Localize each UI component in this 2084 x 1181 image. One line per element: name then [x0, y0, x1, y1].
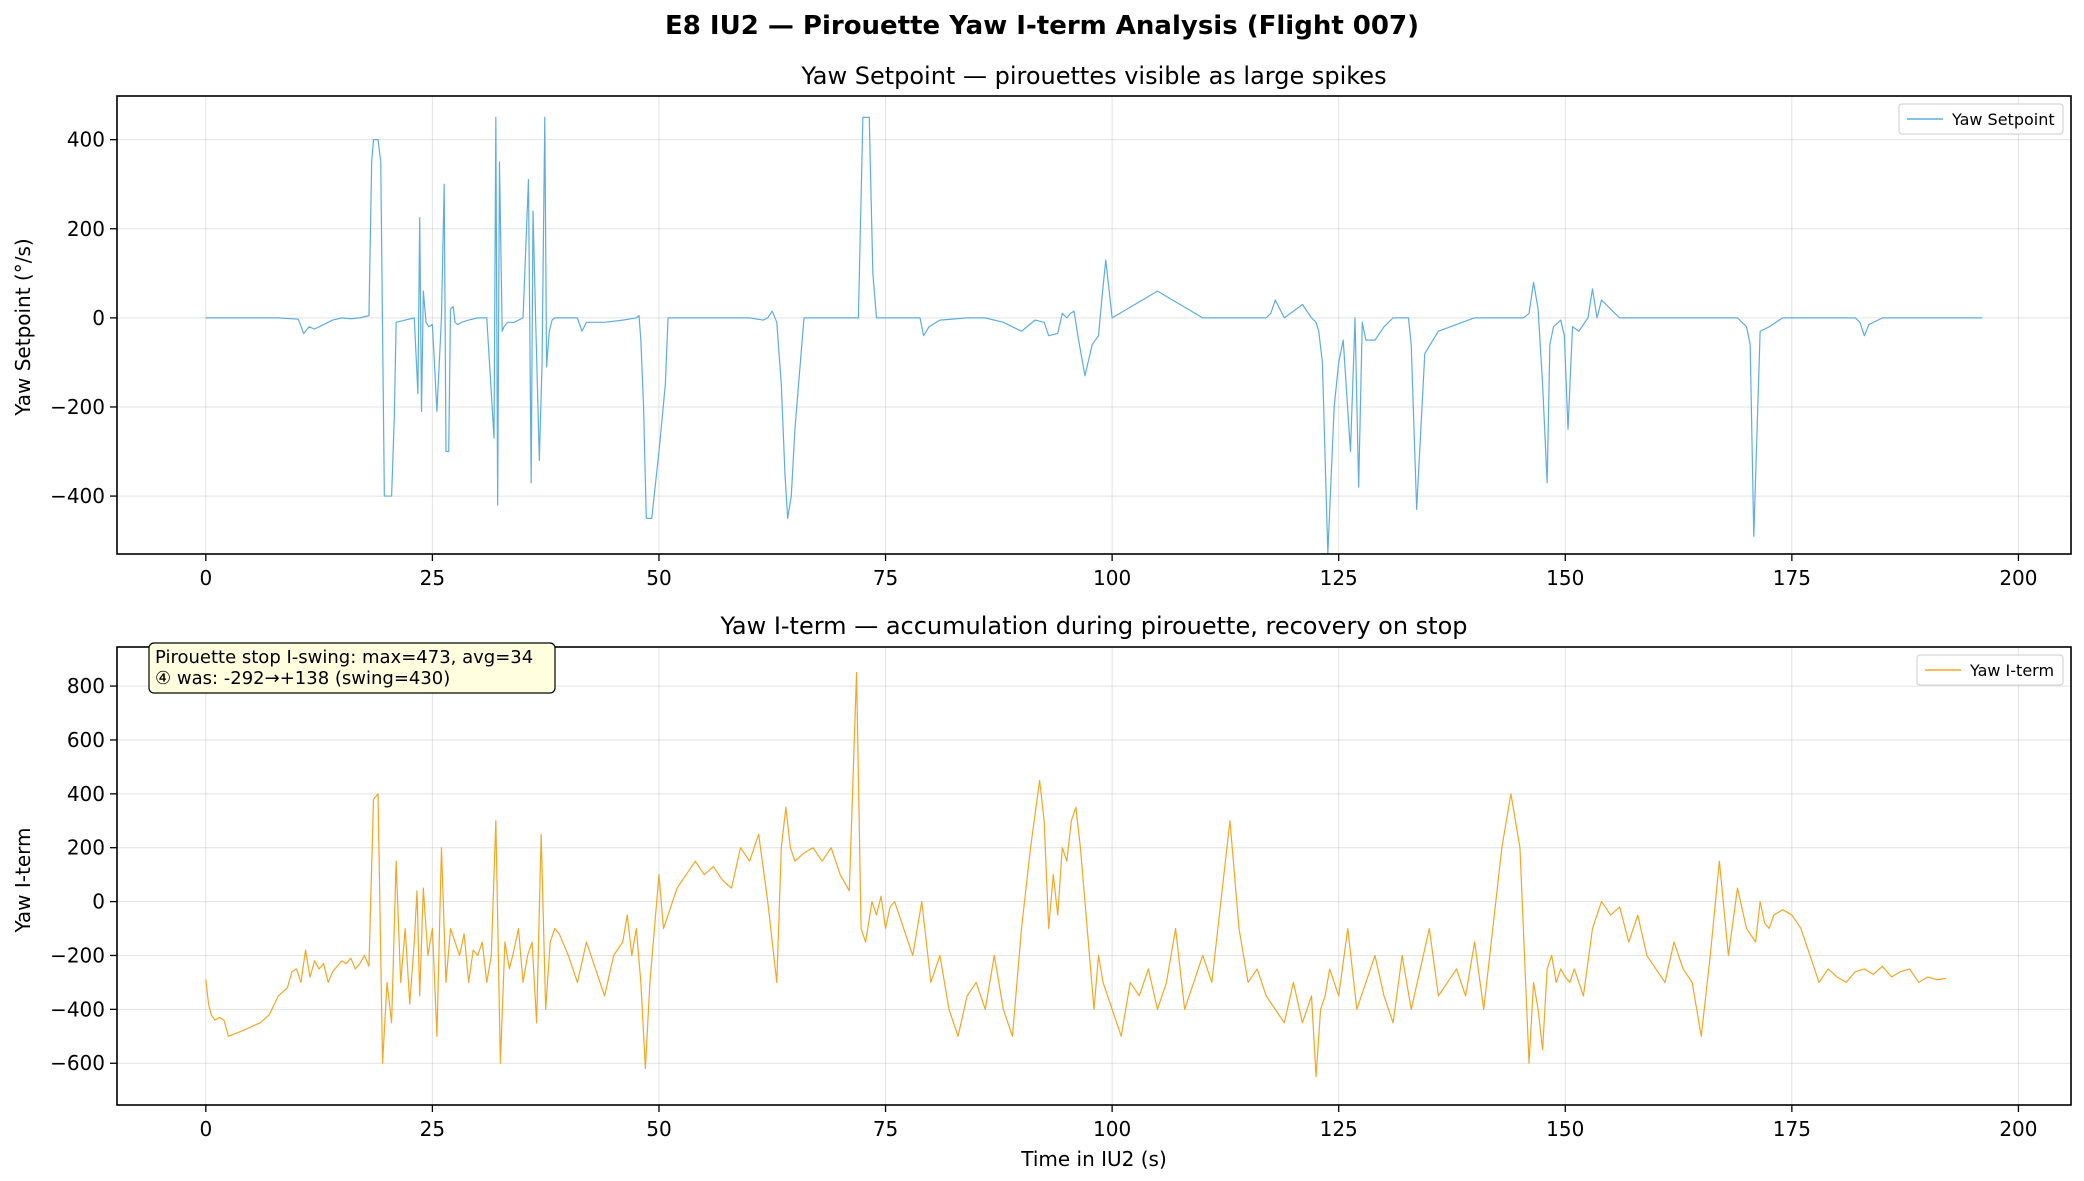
- iterm-x-tick-label: 25: [420, 1117, 445, 1141]
- iterm-y-tick-label: −400: [50, 997, 105, 1021]
- iterm-x-tick-label: 100: [1093, 1117, 1131, 1141]
- iterm-y-tick-label: −600: [50, 1051, 105, 1075]
- iterm-y-axis-label: Yaw I-term: [11, 827, 35, 933]
- iterm-series-line: [205, 671, 1947, 1078]
- setpoint-gridlines: [117, 96, 2071, 554]
- setpoint-panel-title: Yaw Setpoint — pirouettes visible as lar…: [800, 62, 1386, 90]
- iterm-x-tick-label: 50: [646, 1117, 671, 1141]
- iterm-y-tick-label: −200: [50, 943, 105, 967]
- setpoint-y-tick-label: 200: [67, 217, 105, 241]
- setpoint-series: [205, 116, 1983, 555]
- iterm-x-tick-label: 200: [1999, 1117, 2037, 1141]
- setpoint-series-line: [205, 116, 1983, 555]
- iterm-y-tick-label: 400: [67, 782, 105, 806]
- iterm-x-tick-label: 175: [1773, 1117, 1811, 1141]
- setpoint-x-tick-label: 200: [1999, 566, 2037, 590]
- iterm-annotation: Pirouette stop I-swing: max=473, avg=34 …: [148, 642, 556, 694]
- setpoint-legend-box: [1898, 103, 2064, 135]
- setpoint-x-tick-label: 125: [1320, 566, 1358, 590]
- setpoint-y-axis-label: Yaw Setpoint (°/s): [11, 238, 35, 416]
- setpoint-plot-frame: [116, 95, 2072, 555]
- setpoint-x-tick-label: 75: [873, 566, 898, 590]
- iterm-x-tick-label: 125: [1320, 1117, 1358, 1141]
- setpoint-x-tick-label: 0: [199, 566, 212, 590]
- setpoint-axis-ticks: 0 25 50 75 100 125 150 175 200 −400 −200 0 200 400: [50, 128, 2037, 590]
- iterm-series: [205, 671, 1947, 1078]
- setpoint-panel: Yaw Setpoint — pirouettes visible as lar…: [11, 62, 2072, 590]
- iterm-legend-label: Yaw I-term: [1969, 661, 2054, 680]
- setpoint-x-tick-label: 25: [420, 566, 445, 590]
- iterm-legend: Yaw I-term: [1916, 654, 2064, 686]
- setpoint-x-tick-label: 100: [1093, 566, 1131, 590]
- iterm-y-tick-label: 800: [67, 674, 105, 698]
- setpoint-legend: Yaw Setpoint: [1898, 103, 2064, 135]
- iterm-panel-title: Yaw I-term — accumulation during pirouet…: [720, 612, 1468, 640]
- setpoint-legend-label: Yaw Setpoint: [1951, 110, 2055, 129]
- iterm-panel: Yaw I-term — accumulation during pirouet…: [11, 612, 2072, 1171]
- iterm-annotation-box: [148, 642, 556, 694]
- iterm-annotation-line2: ④ was: -292→+138 (swing=430): [155, 668, 450, 689]
- setpoint-y-tick-label: 0: [92, 306, 105, 330]
- setpoint-y-tick-label: −200: [50, 395, 105, 419]
- iterm-x-tick-label: 0: [199, 1117, 212, 1141]
- iterm-x-tick-label: 150: [1546, 1117, 1584, 1141]
- iterm-x-axis-label: Time in IU2 (s): [1020, 1147, 1167, 1171]
- iterm-y-tick-label: 0: [92, 890, 105, 914]
- setpoint-x-tick-label: 50: [646, 566, 671, 590]
- iterm-legend-box: [1916, 654, 2064, 686]
- iterm-axis-ticks: 0 25 50 75 100 125 150 175 200 −600 −400 −200 0 200 40…: [50, 674, 2037, 1141]
- iterm-y-tick-label: 600: [67, 728, 105, 752]
- setpoint-x-tick-label: 150: [1546, 566, 1584, 590]
- iterm-annotation-line1: Pirouette stop I-swing: max=473, avg=34: [155, 647, 533, 668]
- figure-suptitle: E8 IU2 — Pirouette Yaw I-term Analysis (…: [665, 11, 1419, 41]
- iterm-plot-frame: [116, 646, 2072, 1106]
- iterm-y-tick-label: 200: [67, 836, 105, 860]
- iterm-x-tick-label: 75: [873, 1117, 898, 1141]
- setpoint-y-tick-label: 400: [67, 128, 105, 152]
- setpoint-y-tick-label: −400: [50, 484, 105, 508]
- setpoint-x-tick-label: 175: [1773, 566, 1811, 590]
